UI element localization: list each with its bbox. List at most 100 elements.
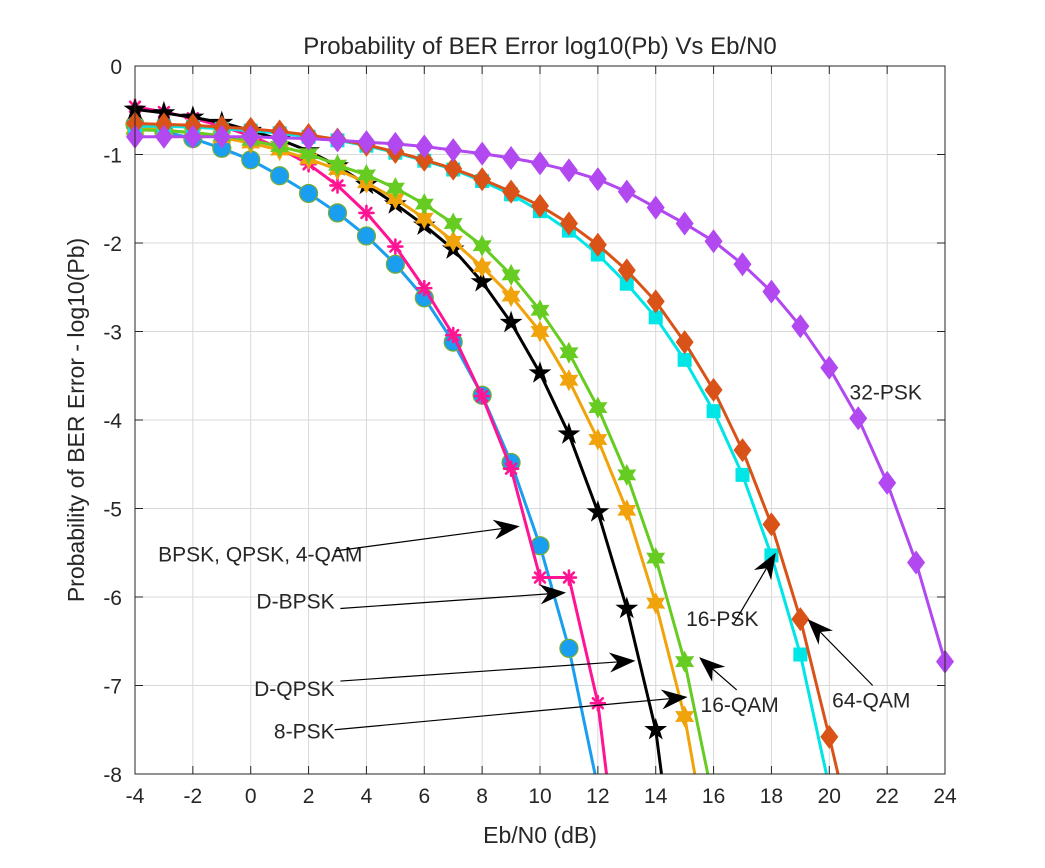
annotation-label: D-BPSK bbox=[256, 591, 334, 614]
data-point-marker bbox=[389, 240, 402, 253]
data-point-marker bbox=[501, 285, 521, 308]
data-point-marker bbox=[502, 146, 521, 171]
x-tick-label: 22 bbox=[875, 785, 898, 808]
data-point-marker bbox=[820, 724, 839, 749]
annotation-arrow-shaft bbox=[733, 567, 768, 624]
data-point-marker bbox=[270, 166, 290, 186]
data-point-marker bbox=[473, 167, 492, 192]
data-point-marker bbox=[531, 193, 549, 218]
data-point-marker bbox=[675, 330, 694, 355]
ticks-layer: -4 -2 0 2 4 6 8 10 12 14 16 18 20 22 240-1-2-3-4-5-6-7… bbox=[103, 56, 957, 808]
annotation-arrow-head bbox=[492, 519, 520, 540]
data-point-marker bbox=[415, 147, 434, 172]
data-point-marker bbox=[675, 211, 694, 236]
x-tick-label: 20 bbox=[818, 785, 841, 808]
data-point-marker bbox=[270, 125, 289, 150]
y-tick-label: -5 bbox=[103, 499, 122, 522]
y-tick-label: -7 bbox=[103, 676, 122, 699]
data-point-marker bbox=[502, 179, 521, 204]
data-point-marker bbox=[588, 428, 608, 451]
x-tick-label: 6 bbox=[418, 785, 430, 808]
data-point-marker bbox=[559, 369, 579, 392]
y-tick-label: -2 bbox=[103, 233, 122, 256]
data-point-marker bbox=[762, 512, 781, 537]
data-point-marker bbox=[849, 406, 868, 431]
annotation-arrow-head bbox=[753, 552, 776, 581]
data-point-marker bbox=[212, 124, 231, 149]
data-point-marker bbox=[559, 211, 578, 236]
data-point-marker bbox=[646, 195, 665, 220]
x-tick-label: -4 bbox=[126, 785, 145, 808]
x-tick-label: 18 bbox=[760, 785, 783, 808]
data-point-marker bbox=[298, 183, 319, 204]
data-point-marker bbox=[617, 179, 636, 204]
data-point-marker bbox=[791, 314, 810, 339]
annotation-arrow-shaft bbox=[712, 668, 738, 691]
data-point-marker bbox=[530, 299, 550, 322]
data-point-marker bbox=[415, 134, 434, 159]
annotation-label: 16-PSK bbox=[686, 608, 758, 631]
annotation-2: D-QPSK bbox=[254, 652, 636, 701]
data-point-marker bbox=[619, 276, 634, 291]
data-point-marker bbox=[646, 592, 666, 615]
annotation-arrow-shaft bbox=[340, 661, 618, 682]
data-point-marker bbox=[385, 177, 405, 200]
data-point-marker bbox=[559, 638, 579, 658]
x-tick-label: 14 bbox=[644, 785, 668, 808]
data-point-marker bbox=[675, 650, 695, 673]
annotation-label: D-QPSK bbox=[254, 678, 335, 701]
annotation-label: 8-PSK bbox=[274, 721, 335, 744]
annotation-6: 64-QAM bbox=[807, 619, 910, 713]
data-point-marker bbox=[470, 269, 494, 292]
data-point-marker bbox=[356, 163, 376, 186]
annotation-3: 8-PSK bbox=[274, 689, 688, 744]
data-point-marker bbox=[386, 131, 405, 156]
data-point-marker bbox=[299, 142, 319, 165]
data-point-marker bbox=[357, 130, 376, 155]
x-tick-label: 4 bbox=[361, 785, 373, 808]
data-point-marker bbox=[646, 289, 665, 314]
data-point-marker bbox=[557, 422, 581, 444]
data-point-marker bbox=[762, 279, 781, 304]
annotation-arrow-head bbox=[660, 689, 688, 710]
data-point-marker bbox=[793, 647, 808, 662]
data-point-marker bbox=[562, 571, 576, 584]
data-point-marker bbox=[328, 128, 347, 153]
x-tick-label: 24 bbox=[933, 785, 957, 808]
data-point-marker bbox=[154, 124, 173, 149]
x-tick-label: 12 bbox=[586, 785, 609, 808]
annotation-4: 16-PSK bbox=[686, 552, 776, 631]
data-point-marker bbox=[677, 352, 692, 367]
data-point-marker bbox=[648, 310, 663, 325]
annotation-label: 32-PSK bbox=[850, 382, 922, 405]
data-point-marker bbox=[472, 234, 492, 257]
data-point-marker bbox=[443, 212, 463, 235]
annotation-7: 32-PSK bbox=[850, 382, 922, 405]
data-point-marker bbox=[152, 100, 176, 123]
data-point-marker bbox=[183, 124, 202, 149]
y-axis-label: Probability of BER Error - log10(Pb) bbox=[63, 238, 89, 602]
data-point-marker bbox=[615, 596, 639, 619]
data-point-marker bbox=[328, 154, 347, 177]
x-tick-label: 16 bbox=[702, 785, 725, 808]
data-point-marker bbox=[588, 167, 607, 192]
data-point-marker bbox=[588, 232, 607, 257]
annotation-0: BPSK, QPSK, 4-QAM bbox=[158, 519, 520, 567]
data-point-marker bbox=[530, 320, 550, 343]
annotation-arrow-head bbox=[807, 619, 833, 645]
annotation-arrow-head bbox=[699, 657, 726, 682]
data-point-marker bbox=[154, 112, 173, 137]
data-point-marker bbox=[591, 696, 605, 710]
annotation-1: D-BPSK bbox=[256, 584, 567, 614]
data-point-marker bbox=[735, 467, 750, 482]
data-point-marker bbox=[617, 499, 637, 522]
data-point-marker bbox=[385, 254, 405, 274]
data-point-marker bbox=[675, 705, 695, 728]
data-point-marker bbox=[646, 547, 666, 570]
data-point-marker bbox=[528, 361, 552, 383]
data-point-marker bbox=[418, 281, 431, 295]
y-tick-label: -3 bbox=[103, 322, 122, 345]
y-tick-label: -8 bbox=[103, 764, 122, 787]
